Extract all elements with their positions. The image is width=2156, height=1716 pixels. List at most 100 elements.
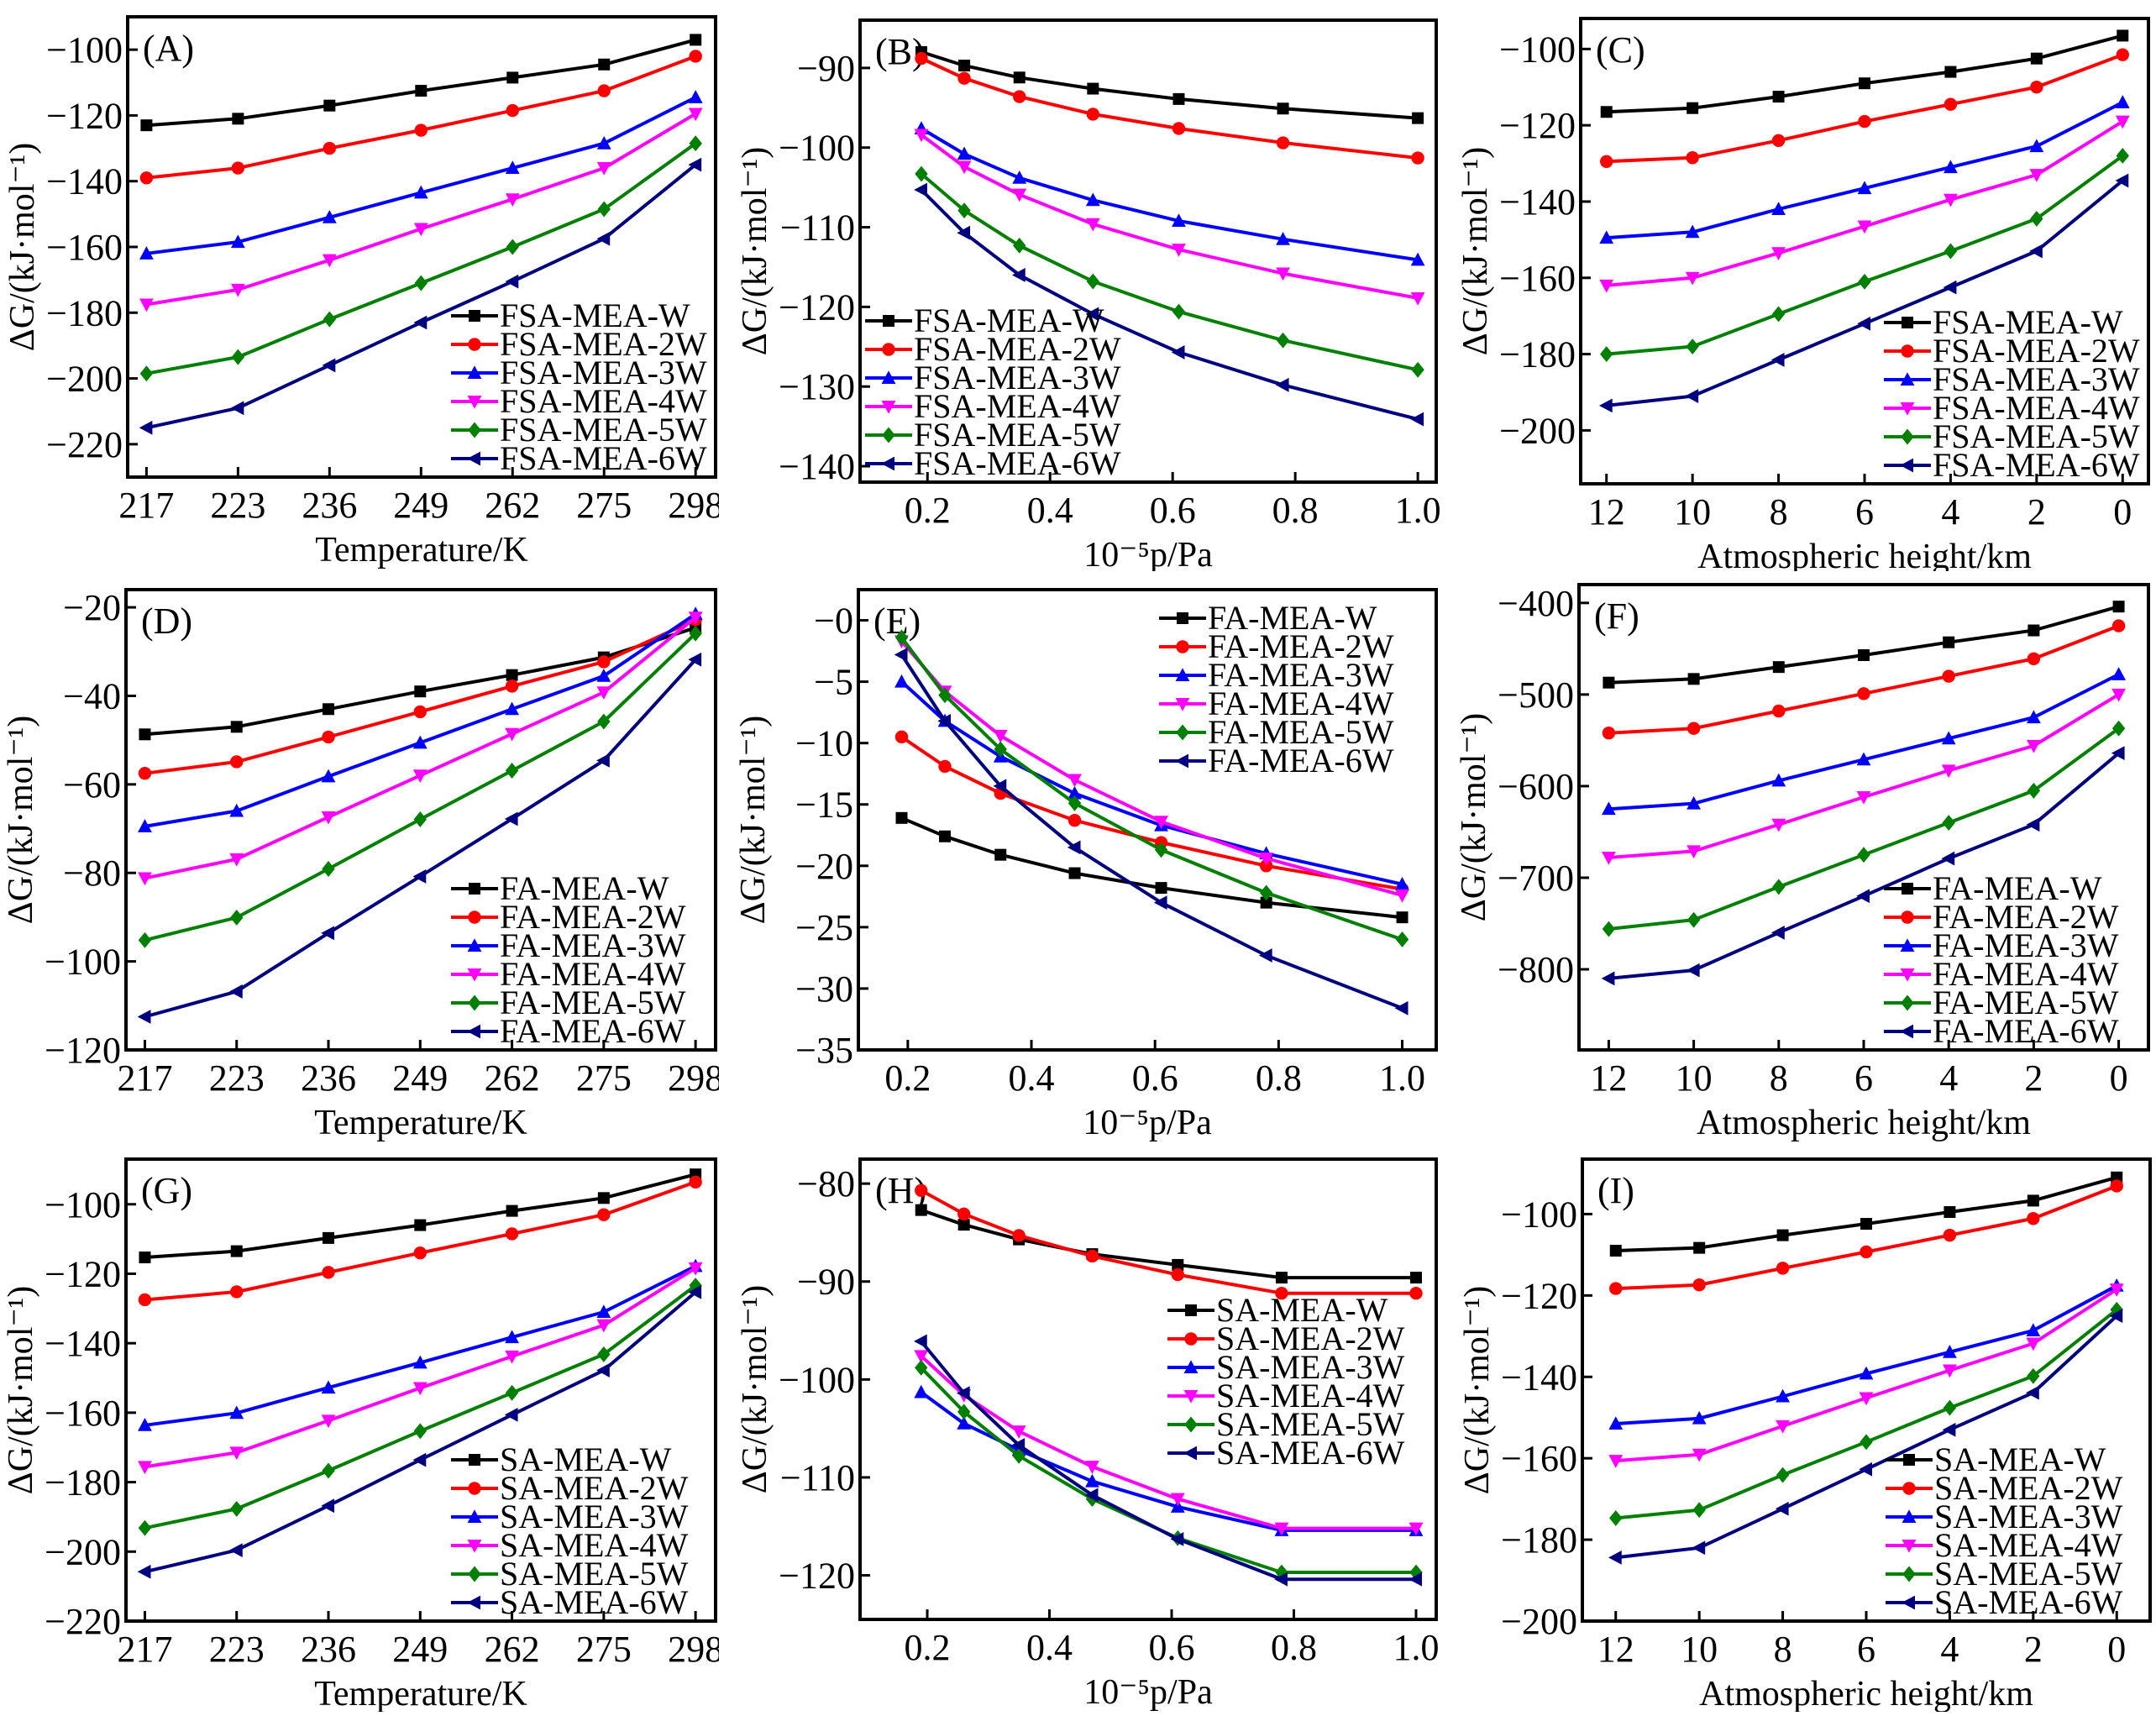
y-tick-label: −160 — [45, 1393, 121, 1434]
legend-marker — [1902, 317, 1913, 328]
y-tick-label: −140 — [1501, 1357, 1577, 1398]
data-point — [1687, 911, 1701, 928]
data-point — [414, 275, 428, 291]
data-point — [1013, 237, 1026, 254]
data-point — [229, 803, 244, 817]
series-sa-mea-w — [1609, 1171, 2123, 1257]
data-point — [993, 729, 1008, 743]
x-tick-label: 0.2 — [905, 490, 951, 531]
x-axis-label: 10⁻⁵p/Pa — [1083, 1673, 1213, 1712]
x-tick-label: 0.8 — [1271, 1627, 1317, 1668]
y-axis-label: ΔG/(kJ·mol⁻¹) — [1455, 713, 1493, 921]
y-tick-label: −25 — [795, 907, 853, 948]
data-point — [412, 769, 428, 784]
legend-label: FA-MEA-5W — [500, 984, 686, 1021]
data-point — [1943, 280, 1957, 295]
x-tick-label: 262 — [485, 485, 540, 526]
data-point — [229, 1446, 244, 1461]
legend-item: FSA-MEA-3W — [865, 359, 1121, 396]
data-point — [138, 819, 152, 832]
data-point — [506, 71, 519, 84]
legend-label: FSA-MEA-3W — [1933, 360, 2140, 398]
data-point — [413, 315, 428, 330]
x-tick-label: 217 — [117, 1057, 172, 1099]
y-tick-label: −120 — [46, 95, 123, 136]
data-point — [1603, 676, 1615, 689]
legend: FA-MEA-WFA-MEA-2WFA-MEA-3WFA-MEA-4WFA-ME… — [1159, 599, 1394, 779]
data-point — [1608, 1455, 1624, 1468]
legend-label: FSA-MEA-W — [1933, 303, 2123, 341]
legend-label: SA-MEA-2W — [1216, 1320, 1405, 1357]
legend-item: FA-MEA-3W — [451, 926, 686, 964]
data-point — [689, 50, 702, 63]
x-tick-label: 223 — [209, 1629, 265, 1670]
x-tick-label: 275 — [576, 1057, 632, 1099]
y-tick-label: −40 — [63, 675, 121, 716]
series-fa-mea-4w — [138, 611, 703, 886]
data-point — [1171, 345, 1185, 359]
data-point — [596, 669, 611, 682]
data-point — [957, 1219, 970, 1231]
data-point — [229, 853, 244, 867]
data-point — [596, 1319, 611, 1333]
legend-item: SA-MEA-3W — [1167, 1348, 1405, 1386]
legend-item: FA-MEA-W — [451, 869, 669, 907]
x-tick-label: 262 — [485, 1057, 540, 1099]
legend-marker — [881, 370, 896, 384]
data-point — [1942, 669, 1955, 683]
series-fsa-mea-w — [140, 34, 702, 132]
data-point — [505, 1227, 519, 1241]
data-point — [505, 1330, 519, 1344]
y-tick-label: −800 — [1498, 949, 1574, 990]
data-point — [1942, 815, 1955, 831]
data-point — [505, 680, 519, 693]
series-fsa-mea-6w — [914, 182, 1424, 427]
data-point — [1693, 1241, 1706, 1254]
data-point — [914, 1350, 929, 1364]
x-tick-label: 236 — [302, 485, 357, 526]
data-point — [937, 713, 952, 728]
data-point — [2026, 817, 2040, 832]
y-axis-label: ΔG/(kJ·mol⁻¹) — [2, 1286, 40, 1494]
y-tick-label: −140 — [779, 446, 855, 487]
legend-marker — [468, 1482, 481, 1495]
data-point — [1687, 795, 1702, 810]
data-point — [230, 283, 245, 297]
data-point — [915, 1183, 928, 1198]
x-tick-label: 8 — [1774, 1629, 1792, 1670]
series-fsa-mea-w — [1600, 29, 2129, 118]
legend-item: FSA-MEA-5W — [1884, 417, 2140, 455]
data-point — [1086, 108, 1100, 121]
data-point — [1685, 271, 1700, 286]
legend-label: FA-MEA-6W — [1933, 1012, 2119, 1050]
legend-label: SA-MEA-4W — [1216, 1377, 1405, 1414]
data-point — [414, 1219, 427, 1231]
plot-frame — [857, 588, 1438, 1052]
series-line — [1608, 605, 2120, 685]
data-point — [138, 1293, 152, 1307]
legend-label: FA-MEA-3W — [500, 926, 686, 964]
chart-svg: −100 −120 −140 −160 −180 −200 12 10 8 6 4 2 0 Atmosph… — [1458, 1157, 2152, 1713]
legend-label: SA-MEA-2W — [1934, 1469, 2123, 1507]
data-point — [1412, 112, 1424, 124]
data-point — [1692, 1448, 1707, 1462]
legend-item: SA-MEA-4W — [1167, 1377, 1405, 1414]
data-point — [1394, 1000, 1408, 1015]
data-point — [1771, 773, 1786, 787]
data-point — [1858, 273, 1871, 290]
data-point — [2116, 48, 2129, 61]
data-point — [2027, 624, 2040, 637]
data-point — [1685, 389, 1699, 403]
chart-panel-g: −100 −120 −140 −160 −180 −200 −220 217 223 236 249… — [0, 1141, 723, 1713]
x-tick-label: 249 — [392, 1629, 448, 1670]
data-point — [1859, 1392, 1874, 1406]
series-fa-mea-6w — [1601, 746, 2125, 986]
y-tick-label: −700 — [1498, 858, 1574, 899]
data-point — [1687, 673, 1700, 685]
data-point — [1012, 1229, 1026, 1242]
data-point — [1260, 896, 1272, 909]
legend-item: FA-MEA-W — [1884, 869, 2102, 907]
y-tick-label: −80 — [797, 1163, 855, 1204]
data-point — [894, 674, 909, 688]
